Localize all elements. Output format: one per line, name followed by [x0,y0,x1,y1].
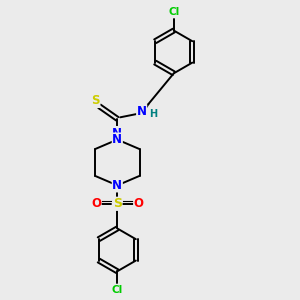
Text: N: N [137,105,147,118]
Text: S: S [113,197,122,210]
Text: Cl: Cl [168,7,179,17]
Text: O: O [134,197,144,210]
Text: O: O [91,197,101,210]
Text: N: N [112,127,122,140]
Text: N: N [112,133,122,146]
Text: S: S [92,94,100,107]
Text: H: H [149,109,157,119]
Text: N: N [112,179,122,192]
Text: Cl: Cl [112,285,123,295]
